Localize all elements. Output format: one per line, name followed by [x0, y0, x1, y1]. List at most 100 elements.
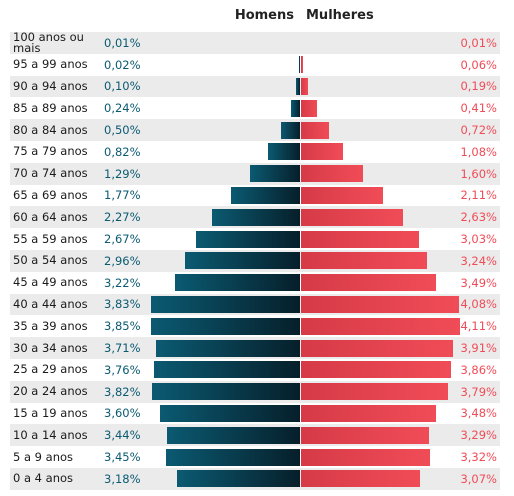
bar [301, 56, 304, 74]
value-label: 0,50% [104, 123, 141, 138]
value-label: 3,71% [104, 341, 141, 356]
value-label: 1,77% [104, 188, 141, 203]
value-label: 0,06% [460, 57, 497, 72]
bar [268, 143, 300, 161]
bar [150, 317, 300, 335]
bar [301, 78, 309, 95]
bar [301, 274, 437, 292]
bar [154, 361, 300, 379]
value-label: 0,01% [460, 35, 497, 50]
value-label: 4,08% [460, 297, 497, 312]
value-label: 2,96% [104, 253, 141, 268]
bar [301, 339, 453, 357]
bar [175, 274, 300, 292]
value-label: 3,03% [460, 232, 497, 247]
bar [301, 187, 383, 204]
value-label: 0,01% [104, 35, 141, 50]
bar [151, 296, 300, 313]
category-label: 45 a 49 anos [13, 275, 88, 290]
category-label: 30 a 34 anos [13, 340, 88, 355]
value-label: 3,44% [104, 428, 141, 443]
bar [301, 405, 437, 422]
category-label: 35 a 39 anos [13, 318, 88, 333]
row-band [10, 119, 500, 141]
bar [166, 448, 300, 466]
value-label: 3,86% [460, 362, 497, 377]
value-label: 3,60% [104, 406, 141, 421]
bar [301, 99, 317, 117]
value-label: 3,07% [460, 471, 497, 486]
value-label: 3,82% [104, 384, 141, 399]
bar [151, 383, 300, 401]
row-band [10, 75, 500, 98]
bar [301, 317, 461, 335]
bar [196, 230, 300, 248]
row-band [10, 32, 500, 54]
category-label: 40 a 44 anos [13, 296, 88, 311]
category-label: 90 a 94 anos [13, 78, 88, 93]
bar [301, 426, 429, 444]
value-label: 3,22% [104, 275, 141, 290]
category-label: 15 a 19 anos [13, 405, 88, 420]
value-label: 1,29% [104, 166, 141, 181]
value-label: 0,02% [104, 57, 141, 72]
value-label: 0,82% [104, 144, 141, 159]
bar [301, 383, 449, 401]
value-label: 2,67% [104, 232, 141, 247]
category-label: 75 a 79 anos [13, 144, 88, 159]
category-label: 50 a 54 anos [13, 253, 88, 268]
category-label: 55 a 59 anos [13, 231, 88, 246]
value-label: 3,18% [104, 471, 141, 486]
bar [185, 252, 300, 270]
category-label: 10 a 14 anos [13, 427, 88, 442]
value-label: 0,72% [460, 123, 497, 138]
value-label: 3,45% [104, 450, 141, 465]
value-label: 3,32% [460, 450, 497, 465]
value-label: 2,63% [460, 210, 497, 225]
bar [231, 187, 300, 204]
category-label: 5 a 9 anos [13, 449, 74, 464]
bar [296, 78, 300, 95]
value-label: 3,48% [460, 406, 497, 421]
bar [301, 208, 404, 226]
bar [301, 230, 419, 248]
category-label: 95 a 99 anos [13, 57, 88, 72]
bar [280, 121, 300, 139]
legend-entry: Mulheres [306, 8, 374, 23]
bar [301, 143, 343, 161]
category-label: 70 a 74 anos [13, 166, 88, 181]
category-label: 80 a 84 anos [13, 122, 88, 137]
bar [166, 426, 300, 444]
value-label: 3,76% [104, 362, 141, 377]
bar [290, 99, 300, 117]
bar [299, 56, 300, 74]
category-label: 0 a 4 anos [13, 471, 74, 486]
bar [301, 361, 451, 379]
value-label: 0,19% [460, 79, 497, 94]
value-label: 0,10% [104, 79, 141, 94]
value-label: 3,49% [460, 275, 497, 290]
category-label: 85 a 89 anos [13, 100, 88, 115]
bar [249, 165, 300, 183]
bar [156, 339, 300, 357]
bar [301, 252, 427, 270]
bar [301, 296, 460, 313]
value-label: 1,60% [460, 166, 497, 181]
bar [301, 121, 329, 139]
bar [301, 448, 430, 466]
bar [301, 165, 364, 183]
value-label: 3,29% [460, 428, 497, 443]
value-label: 2,27% [104, 210, 141, 225]
category-label: 25 a 29 anos [13, 362, 88, 377]
legend-entry: Homens [234, 8, 294, 23]
value-label: 3,85% [104, 319, 141, 334]
category-label: 20 a 24 anos [13, 384, 88, 399]
value-label: 4,11% [460, 319, 497, 334]
value-label: 0,41% [460, 101, 497, 116]
value-label: 1,08% [460, 144, 497, 159]
value-label: 3,79% [460, 384, 497, 399]
category-label: 65 a 69 anos [13, 187, 88, 202]
value-label: 2,11% [460, 188, 497, 203]
bar [176, 470, 300, 488]
